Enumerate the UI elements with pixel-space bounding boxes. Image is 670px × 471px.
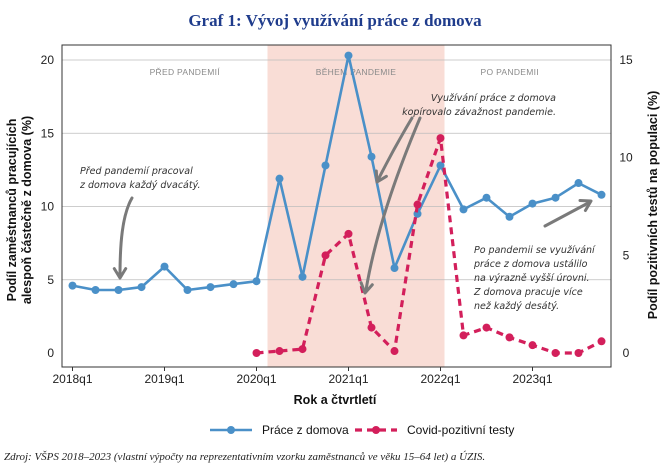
data-point (551, 193, 560, 202)
legend-label: Covid-pozitivní testy (407, 423, 514, 437)
data-point (229, 280, 238, 289)
x-axis-ticks: 2018q1 2019q1 2020q1 2021q1 2022q1 2023q1 (52, 367, 553, 386)
annotations: Před pandemií pracoval z domova každý dva… (79, 93, 596, 312)
right-axis-ticks: 0 5 10 15 (619, 53, 633, 360)
arrow-head (374, 169, 388, 184)
data-point (551, 349, 560, 357)
data-point (482, 323, 491, 332)
data-point (367, 152, 376, 161)
left-axis-ticks: 0 5 10 15 20 (41, 53, 55, 360)
data-point (137, 283, 146, 292)
data-point (298, 345, 307, 354)
right-axis-title: Podíl pozitivních testů na populaci (%) (646, 91, 660, 319)
data-point (91, 286, 100, 295)
x-tick-label: 2019q1 (144, 372, 184, 386)
gridlines (62, 59, 611, 281)
data-point (344, 51, 353, 60)
series-covid-tests (252, 134, 606, 357)
data-point (505, 212, 514, 221)
data-point (114, 286, 123, 295)
series-line (72, 54, 603, 292)
x-tick-label: 2023q1 (512, 372, 552, 386)
arrow-shaft (118, 196, 134, 278)
data-point (597, 190, 606, 199)
annotation-text: Před pandemií pracoval z domova každý dva… (79, 166, 201, 191)
data-point (574, 349, 583, 357)
data-point (321, 251, 330, 260)
period-label: PO PANDEMII (481, 67, 539, 77)
x-tick-label: 2021q1 (328, 372, 368, 386)
data-point (206, 283, 215, 292)
annotation-arrows (112, 116, 593, 295)
data-point (436, 134, 445, 143)
period-labels: PŘED PANDEMIÍ BĚHEM PANDEMIE PO PANDEMII (150, 67, 539, 77)
source-note: Zdroj: VŠPS 2018–2023 (vlastní výpočty n… (4, 451, 485, 463)
x-tick-label: 2018q1 (52, 372, 92, 386)
legend: Práce z domova Covid-pozitivní testy (210, 423, 514, 437)
arrow-shaft (364, 116, 422, 292)
period-label: PŘED PANDEMIÍ (150, 67, 221, 77)
arrow-head (359, 281, 374, 295)
right-tick-label: 10 (619, 151, 633, 165)
data-point (275, 174, 284, 183)
data-point (68, 281, 77, 290)
data-point (459, 205, 468, 214)
left-tick-label: 15 (41, 126, 55, 140)
data-point (482, 193, 491, 202)
data-point (390, 347, 399, 356)
data-point (367, 323, 376, 332)
arrow-shaft (376, 116, 414, 182)
data-point (252, 349, 261, 357)
plot-frame (61, 44, 612, 368)
left-tick-label: 5 (47, 273, 54, 287)
legend-swatch-marker (372, 426, 380, 434)
left-tick-label: 20 (41, 53, 55, 67)
data-point (413, 200, 422, 209)
series-line (256, 136, 603, 355)
annotation-text: Využívání práce z domova kopírovalo závaž… (402, 93, 556, 118)
chart-title: Graf 1: Vývoj využívání práce z domova (188, 11, 482, 30)
x-tick-label: 2020q1 (236, 372, 276, 386)
data-point (505, 333, 514, 342)
data-point (597, 337, 606, 346)
data-point (528, 341, 537, 350)
arrow-head (578, 199, 593, 212)
arrow-shaft (543, 200, 592, 228)
x-axis-title: Rok a čtvrtletí (294, 393, 377, 407)
series-work-from-home (68, 51, 606, 295)
data-point (574, 179, 583, 188)
series-layer (68, 51, 606, 357)
legend-swatch-marker (227, 426, 235, 434)
data-point (459, 331, 468, 340)
data-point (275, 347, 284, 356)
right-tick-label: 15 (619, 53, 633, 67)
data-point (183, 286, 192, 295)
data-point (160, 262, 169, 271)
data-point (321, 161, 330, 170)
right-tick-label: 5 (623, 248, 630, 262)
data-point (252, 277, 261, 286)
left-tick-label: 10 (41, 200, 55, 214)
arrow-head (112, 267, 128, 280)
data-point (528, 199, 537, 208)
legend-label: Práce z domova (262, 423, 349, 437)
data-point (344, 229, 353, 238)
right-tick-label: 0 (623, 346, 630, 360)
left-axis-title-line1: Podíl zaměstnanců pracujících (5, 119, 19, 302)
x-tick-label: 2022q1 (420, 372, 460, 386)
left-tick-label: 0 (47, 346, 54, 360)
data-point (436, 161, 445, 170)
left-axis-title-line2: alespoň částečně z domova (%) (20, 116, 34, 304)
annotation-text: Po pandemii se využívání práce z domova u… (473, 245, 596, 312)
data-point (390, 264, 399, 273)
period-label: BĚHEM PANDEMIE (316, 67, 397, 77)
data-point (298, 272, 307, 281)
